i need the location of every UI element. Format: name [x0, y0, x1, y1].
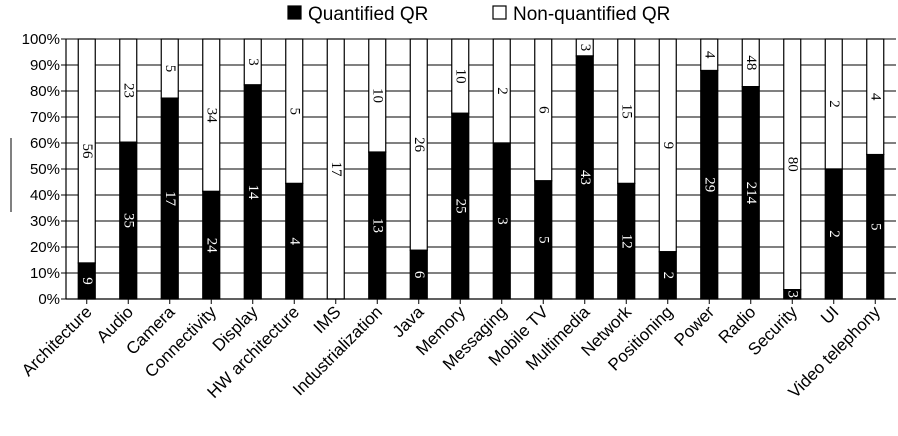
data-label-non-quantified-7: 17 [328, 162, 344, 178]
data-label-quantified-1: 9 [79, 277, 95, 285]
data-label-non-quantified-3: 5 [162, 65, 178, 73]
y-tick-label: 20% [30, 239, 60, 256]
data-label-non-quantified-11: 2 [494, 87, 510, 95]
data-label-non-quantified-14: 15 [618, 104, 634, 119]
gridlines [66, 38, 896, 300]
data-label-quantified-3: 17 [162, 191, 178, 207]
data-label-non-quantified-17: 48 [743, 55, 759, 70]
y-tick-label: 80% [30, 83, 60, 100]
legend-label-1: Quantified QR [308, 4, 428, 25]
data-label-non-quantified-8: 10 [369, 88, 385, 103]
data-labels: 5692335517342431454171013266102523653431… [79, 44, 884, 298]
y-tick-label: 40% [30, 187, 60, 204]
x-tick-label-1: Architecture [18, 302, 96, 380]
y-tick-label: 30% [30, 213, 60, 230]
data-label-non-quantified-2: 23 [120, 83, 136, 98]
data-label-non-quantified-19: 2 [826, 100, 842, 108]
data-label-quantified-13: 43 [577, 170, 593, 185]
data-label-non-quantified-9: 26 [411, 137, 427, 153]
data-label-non-quantified-18: 80 [784, 157, 800, 172]
x-axis: ArchitectureAudioCameraConnectivityDispl… [18, 298, 896, 402]
data-label-non-quantified-13: 3 [577, 44, 593, 52]
data-label-non-quantified-6: 5 [286, 107, 302, 115]
data-label-non-quantified-1: 56 [79, 144, 95, 160]
data-label-non-quantified-10: 10 [452, 69, 468, 84]
data-label-quantified-9: 6 [411, 271, 427, 279]
data-label-non-quantified-12: 6 [535, 106, 551, 114]
data-label-non-quantified-4: 34 [203, 108, 219, 124]
y-tick-label: 70% [30, 109, 60, 126]
data-label-quantified-11: 3 [494, 217, 510, 225]
data-label-quantified-15: 2 [660, 272, 676, 280]
y-tick-label: 50% [30, 161, 60, 178]
legend-label-2: Non-quantified QR [513, 4, 670, 25]
y-axis: 0% 10% 20% 30% 40% 50% 60% 70% 80% 90% 100% [10, 31, 67, 308]
data-label-quantified-12: 5 [535, 236, 551, 244]
data-label-non-quantified-5: 3 [245, 58, 261, 66]
data-label-quantified-18: 3 [784, 291, 800, 299]
x-tick-label-19: UI [817, 302, 842, 327]
bars [77, 38, 885, 300]
data-label-quantified-6: 4 [286, 237, 302, 245]
data-label-quantified-8: 13 [369, 218, 385, 233]
data-label-quantified-14: 12 [618, 234, 634, 249]
data-label-quantified-17: 214 [743, 182, 759, 205]
data-label-quantified-16: 29 [701, 177, 717, 192]
legend-swatch-2 [492, 5, 507, 20]
x-tick-label-16: Power [671, 302, 719, 350]
y-tick-label: 90% [30, 57, 60, 74]
y-tick-label: 10% [30, 265, 60, 282]
legend-swatch-1 [287, 5, 302, 20]
data-label-quantified-20: 5 [867, 223, 883, 231]
x-tick-label-7: IMS [310, 302, 345, 337]
data-label-quantified-4: 24 [203, 238, 219, 254]
y-tick-label: 0% [38, 291, 60, 308]
data-label-non-quantified-15: 9 [660, 142, 676, 150]
data-label-non-quantified-16: 4 [701, 51, 717, 59]
y-tick-label: 60% [30, 135, 60, 152]
data-label-quantified-5: 14 [245, 184, 261, 200]
data-label-non-quantified-20: 4 [867, 93, 883, 101]
data-label-quantified-19: 2 [826, 230, 842, 238]
y-tick-label: 100% [22, 31, 60, 48]
data-label-quantified-2: 35 [120, 213, 136, 228]
legend: Quantified QR Non-quantified QR [287, 4, 670, 25]
data-label-quantified-10: 25 [452, 199, 468, 214]
